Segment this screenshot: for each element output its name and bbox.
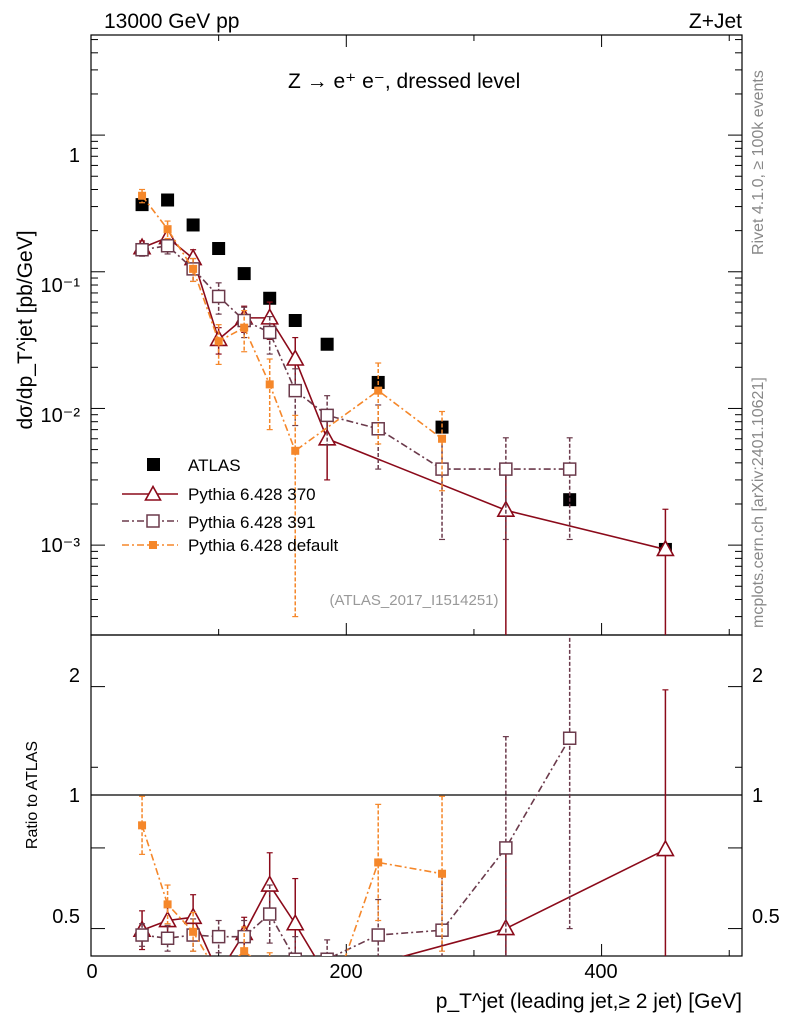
legend-marker-370: [144, 484, 162, 501]
main-point-pythia-6-428-370: [285, 348, 305, 366]
ratio-point-pythia-6-428-370: [211, 965, 227, 980]
x-tick-label-400: 400: [584, 961, 617, 983]
legend-marker-atlas: [147, 458, 160, 471]
legend-marker-391: [146, 514, 160, 528]
y-tick-label-1e-1: 10⁻¹: [41, 275, 81, 297]
x-tick-label-200: 200: [329, 961, 362, 983]
main-point-pythia-6-428-391: [211, 289, 226, 304]
y-axis-label-main: dσ/dp_T^jet [pb/GeV]: [14, 230, 37, 429]
main-point-pythia-6-428-default: [163, 225, 172, 234]
ratio-point-pythia-6-428-default: [189, 927, 198, 936]
ratio-point-pythia-6-428-391: [262, 907, 277, 921]
legend-marker-default: [149, 541, 157, 549]
main-point-pythia-6-428-391: [160, 239, 175, 253]
analysis-label: (ATLAS_2017_I1514251): [329, 592, 498, 609]
main-point-pythia-6-428-default: [189, 264, 198, 273]
ratio-point-pythia-6-428-default: [266, 968, 274, 976]
axis-ticks: [90, 35, 742, 956]
main-point-pythia-6-428-370: [656, 539, 675, 557]
header-process: Z+Jet: [689, 10, 742, 33]
y-tick-label-1e-2: 10⁻²: [41, 405, 81, 427]
ratio-tick-label-0p5-right: 0.5: [752, 906, 780, 928]
ratio-point-pythia-6-428-391: [211, 929, 226, 944]
mcplots-credit: mcplots.cern.ch [arXiv:2401.10621]: [750, 377, 767, 628]
plot-title: Z → e⁺ e⁻, dressed level: [288, 70, 520, 93]
ratio-point-pythia-6-428-391: [562, 731, 577, 745]
data-point-atlas: [161, 193, 175, 207]
ratio-point-pythia-6-428-default: [291, 987, 299, 995]
main-point-pythia-6-428-391: [135, 242, 149, 257]
main-series: [132, 188, 675, 635]
y-tick-label-1e-3: 10⁻³: [41, 535, 81, 557]
x-tick-label-0: 0: [86, 961, 97, 983]
main-point-pythia-6-428-391: [562, 462, 577, 476]
ratio-point-pythia-6-428-391: [371, 928, 385, 942]
legend-label-391: Pythia 6.428 391: [188, 513, 316, 532]
data-point-atlas: [135, 198, 149, 212]
main-line-pythia-6-428-default: [141, 195, 443, 453]
ratio-point-pythia-6-428-default: [438, 869, 447, 878]
ratio-line-pythia-6-428-default: [141, 825, 443, 956]
main-point-pythia-6-428-391: [371, 422, 385, 436]
ratio-point-pythia-6-428-default: [374, 858, 383, 867]
ratio-point-pythia-6-428-391: [135, 928, 149, 942]
data-point-atlas: [212, 242, 226, 256]
y-axis-label-ratio: Ratio to ATLAS: [24, 741, 41, 849]
main-point-pythia-6-428-default: [240, 323, 249, 332]
tick-labels: 0 200 400 1 10⁻¹ 10⁻² 10⁻³ 2 1 0.5 2 1 0…: [41, 145, 780, 983]
legend: ATLAS Pythia 6.428 370 Pythia 6.428 391 …: [122, 456, 339, 555]
main-point-pythia-6-428-default: [438, 434, 447, 443]
main-point-pythia-6-428-default: [214, 337, 223, 346]
x-axis-label: p_T^jet (leading jet,≥ 2 jet) [GeV]: [436, 990, 742, 1013]
ratio-point-pythia-6-428-391: [160, 931, 175, 946]
ratio-point-pythia-6-428-391: [288, 952, 302, 956]
ratio-tick-label-1-right: 1: [752, 785, 763, 807]
ratio-tick-label-0p5: 0.5: [52, 906, 80, 928]
ratio-tick-label-1: 1: [69, 785, 80, 807]
ratio-point-pythia-6-428-default: [215, 971, 223, 979]
legend-label-default: Pythia 6.428 default: [188, 536, 339, 555]
legend-label-atlas: ATLAS: [188, 456, 241, 475]
data-point-atlas: [288, 314, 302, 328]
main-point-pythia-6-428-391: [499, 462, 513, 476]
ratio-point-pythia-6-428-370: [496, 918, 516, 936]
ratio-tick-label-2: 2: [69, 665, 80, 687]
ratio-point-pythia-6-428-default: [323, 1005, 331, 1013]
ratio-point-pythia-6-428-391: [320, 952, 334, 956]
ratio-point-pythia-6-428-default: [240, 947, 249, 956]
main-point-pythia-6-428-391: [288, 383, 302, 398]
data-point-atlas: [320, 337, 334, 351]
ratio-point-pythia-6-428-370: [656, 839, 675, 857]
main-point-pythia-6-428-default: [265, 380, 274, 389]
ratio-tick-label-2-right: 2: [752, 665, 763, 687]
legend-label-370: Pythia 6.428 370: [188, 485, 316, 504]
main-point-pythia-6-428-391: [320, 408, 334, 423]
header-energy: 13000 GeV pp: [104, 10, 239, 33]
ratio-series: [132, 635, 675, 1013]
main-point-pythia-6-428-default: [291, 446, 300, 455]
data-point-atlas: [263, 291, 277, 305]
ratio-point-pythia-6-428-default: [138, 821, 147, 830]
data-point-atlas: [186, 218, 200, 232]
ratio-point-pythia-6-428-370: [285, 913, 305, 931]
ratio-point-pythia-6-428-391: [499, 841, 513, 855]
main-point-pythia-6-428-default: [374, 386, 383, 395]
rivet-version: Rivet 4.1.0, ≥ 100k events: [750, 70, 767, 255]
data-point-atlas: [237, 267, 251, 281]
main-point-pythia-6-428-391: [262, 325, 277, 340]
main-point-pythia-6-428-default: [138, 191, 147, 200]
ratio-line-pythia-6-428-370: [141, 848, 666, 956]
y-tick-label-1: 1: [69, 145, 80, 167]
main-line-pythia-6-428-391: [141, 244, 570, 470]
ratio-point-pythia-6-428-default: [163, 900, 172, 909]
